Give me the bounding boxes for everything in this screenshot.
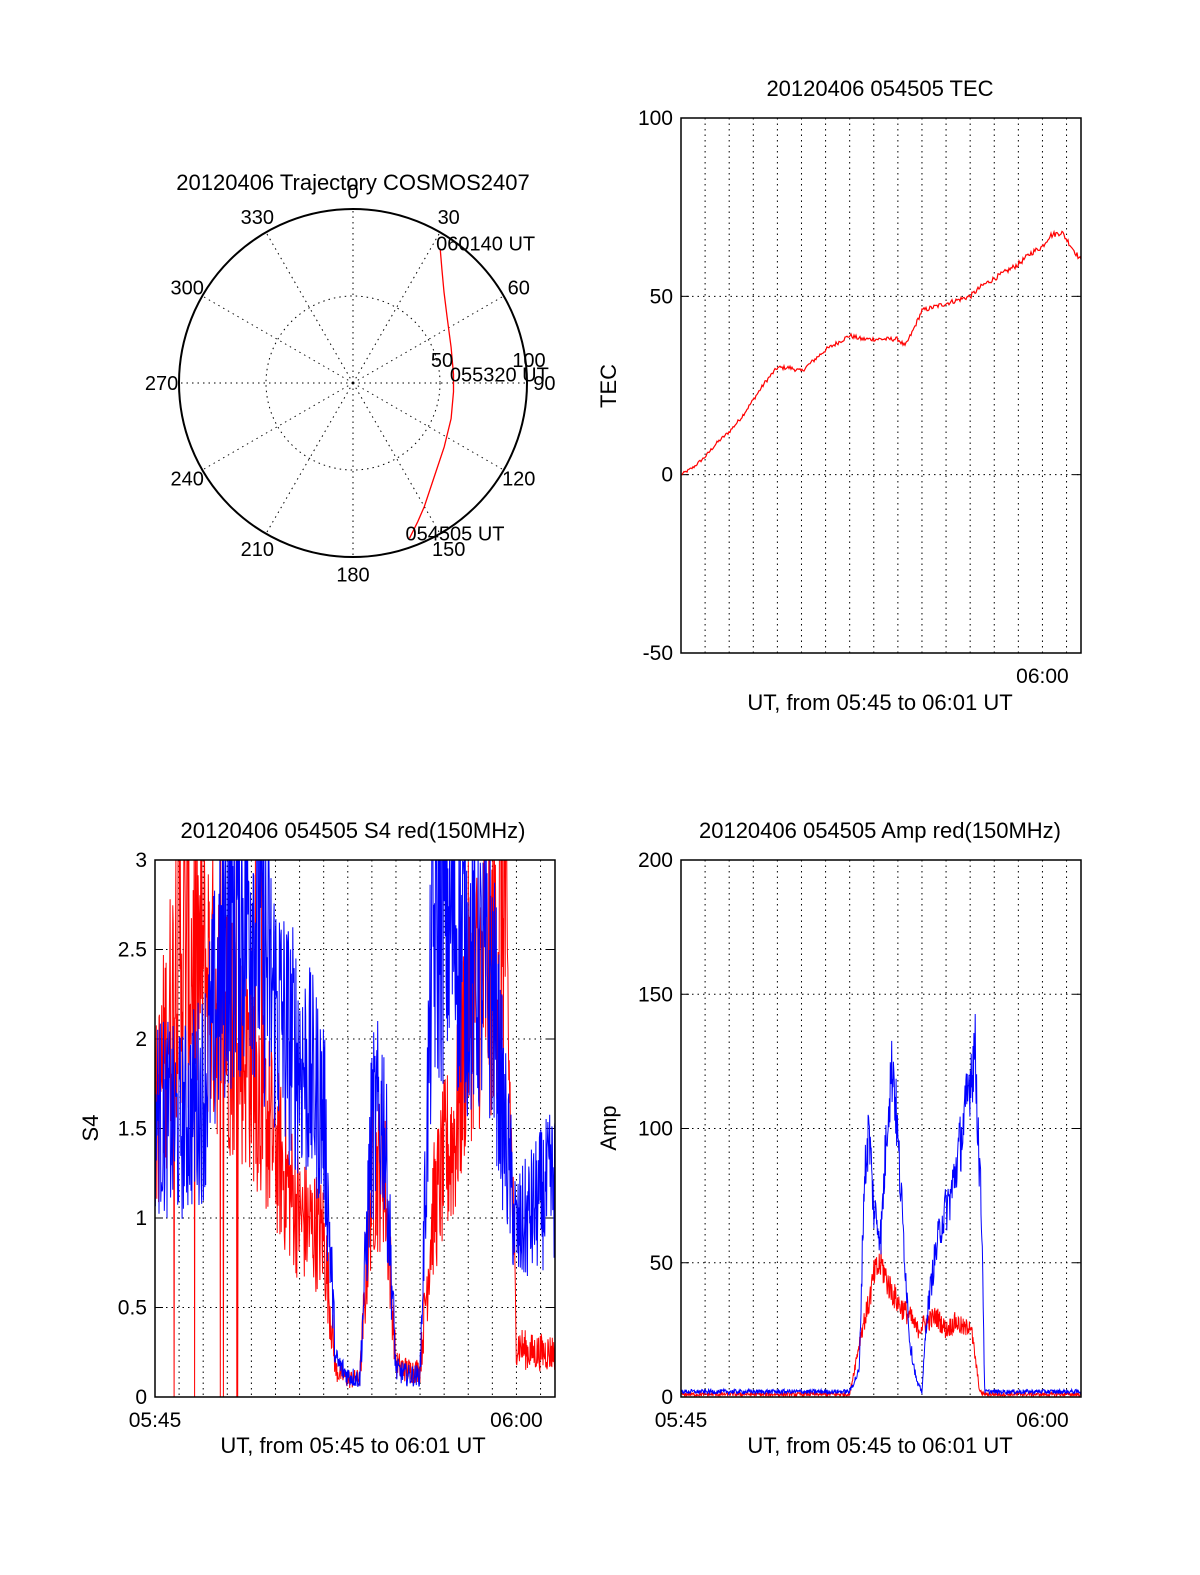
tec-ytick-label: 50 bbox=[650, 285, 673, 308]
trajectory-time-label: 060140 UT bbox=[436, 234, 535, 256]
polar-angle-label: 60 bbox=[508, 277, 530, 299]
polar-outer-circle bbox=[178, 208, 528, 558]
polar-angle-label: 30 bbox=[438, 207, 460, 229]
s4-xtick-label: 06:00 bbox=[490, 1409, 543, 1432]
s4-xtick-label: 05:45 bbox=[129, 1409, 182, 1432]
polar-spoke bbox=[352, 382, 441, 534]
polar-spoke bbox=[352, 382, 504, 471]
amp-ytick-label: 200 bbox=[638, 849, 673, 872]
polar-angle-label: 240 bbox=[171, 469, 204, 491]
polar-angle-label: 90 bbox=[533, 373, 555, 395]
amp-series-blue bbox=[681, 1013, 1081, 1396]
amp-title: 20120406 054505 Amp red(150MHz) bbox=[699, 818, 1061, 843]
polar-angle-label: 210 bbox=[241, 539, 274, 561]
tec-frame bbox=[680, 117, 1082, 654]
s4-ytick-label: 1 bbox=[135, 1207, 147, 1230]
polar-angle-label: 270 bbox=[145, 373, 178, 395]
polar-angle-label: 330 bbox=[241, 207, 274, 229]
tec-xlabel: UT, from 05:45 to 06:01 UT bbox=[747, 690, 1012, 715]
amp-series-red bbox=[681, 1245, 1081, 1397]
tec-ytick-label: -50 bbox=[643, 642, 673, 665]
amp-ytick-label: 0 bbox=[661, 1386, 673, 1409]
polar-spoke bbox=[265, 232, 354, 384]
polar-angle-label: 150 bbox=[432, 539, 465, 561]
polar-series bbox=[408, 248, 455, 539]
trajectory-line bbox=[408, 248, 455, 539]
amp-xlabel: UT, from 05:45 to 06:01 UT bbox=[747, 1433, 1012, 1458]
s4-ylabel: S4 bbox=[78, 1115, 103, 1142]
polar-spoke bbox=[202, 382, 354, 471]
polar-inner-circle bbox=[265, 295, 441, 471]
tec-xtick-label: 06:00 bbox=[1016, 665, 1069, 688]
trajectory-title: 20120406 Trajectory COSMOS2407 bbox=[176, 170, 529, 195]
s4-ytick-label: 2 bbox=[135, 1028, 147, 1051]
tec-plot-area: -50 0 50 100 06:00 bbox=[638, 107, 1082, 688]
tec-panel: 20120406 054505 TEC UT, from 05:45 to 06… bbox=[596, 76, 1082, 715]
amp-panel: 20120406 054505 Amp red(150MHz) UT, from… bbox=[596, 818, 1082, 1458]
polar-angle-label: 120 bbox=[502, 469, 535, 491]
amp-ytick-label: 150 bbox=[638, 983, 673, 1006]
s4-panel: 20120406 054505 S4 red(150MHz) UT, from … bbox=[78, 818, 556, 1458]
tec-ylabel: TEC bbox=[596, 364, 621, 408]
s4-ytick-label: 2.5 bbox=[118, 939, 147, 962]
s4-frame bbox=[154, 859, 556, 1398]
polar-angle-label: 300 bbox=[171, 277, 204, 299]
polar-angle-label: 180 bbox=[336, 564, 369, 586]
trajectory-time-label: 054505 UT bbox=[406, 523, 505, 545]
amp-xtick-label: 05:45 bbox=[655, 1409, 708, 1432]
polar-spoke bbox=[202, 295, 354, 384]
s4-ytick-label: 1.5 bbox=[118, 1118, 147, 1141]
s4-ytick-label: 0.5 bbox=[118, 1297, 147, 1320]
s4-title: 20120406 054505 S4 red(150MHz) bbox=[181, 818, 526, 843]
amp-ylabel: Amp bbox=[596, 1105, 621, 1150]
polar-spoke bbox=[352, 295, 504, 384]
amp-plot-area: 0 50 100 150 200 05:45 06:00 bbox=[638, 849, 1082, 1432]
tec-series-red bbox=[681, 229, 1081, 476]
polar-spoke bbox=[265, 382, 354, 534]
polar-labels: 0 30 60 90 120 150 180 210 240 270 300 330 50 100 0601… bbox=[145, 182, 556, 587]
tec-ytick-label: 100 bbox=[638, 107, 673, 130]
polar-radius-label: 100 bbox=[512, 350, 545, 372]
polar-grid bbox=[178, 208, 528, 558]
amp-xtick-label: 06:00 bbox=[1016, 1409, 1069, 1432]
polar-radius-label: 50 bbox=[431, 350, 453, 372]
s4-xlabel: UT, from 05:45 to 06:01 UT bbox=[220, 1433, 485, 1458]
tec-ytick-label: 0 bbox=[661, 464, 673, 487]
tec-title: 20120406 054505 TEC bbox=[766, 76, 993, 101]
trajectory-time-label: 055320 UT bbox=[450, 364, 549, 386]
amp-frame bbox=[680, 859, 1082, 1398]
amp-ytick-label: 50 bbox=[650, 1252, 673, 1275]
s4-ytick-label: 3 bbox=[135, 849, 147, 872]
s4-ytick-label: 0 bbox=[135, 1386, 147, 1409]
polar-angle-label: 0 bbox=[347, 182, 358, 204]
polar-spoke bbox=[352, 232, 441, 384]
trajectory-panel: 20120406 Trajectory COSMOS2407 0 30 60 90 12… bbox=[145, 170, 556, 586]
s4-series-blue bbox=[155, 860, 555, 1387]
amp-ytick-label: 100 bbox=[638, 1118, 673, 1141]
s4-plot-area: 0 0.5 1 1.5 2 2.5 3 05:45 06:00 bbox=[118, 849, 556, 1432]
